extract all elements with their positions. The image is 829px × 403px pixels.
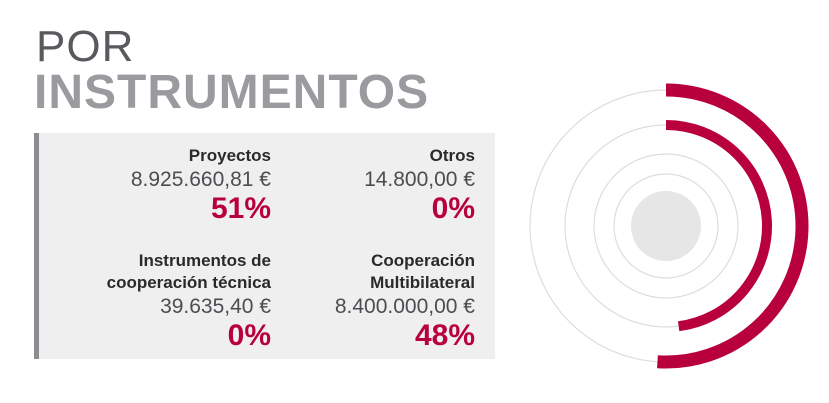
- legend-percent: 48%: [414, 319, 475, 352]
- heading-line-1: POR: [36, 22, 135, 71]
- legend-amount: 8.925.660,81 €: [130, 168, 271, 191]
- legend-amount: 14.800,00 €: [364, 168, 475, 191]
- legend-amount: 8.400.000,00 €: [334, 295, 475, 318]
- chart-center-dot: [631, 191, 701, 261]
- legend-label: Cooperación Multibilateral: [370, 251, 475, 292]
- heading-line-2: INSTRUMENTOS: [34, 66, 430, 119]
- legend-item-cooperacion-tecnica: Instrumentos de cooperación técnica 39.63…: [107, 250, 271, 353]
- legend-panel: Proyectos 8.925.660,81 € 51% Otros 14.80…: [34, 133, 495, 359]
- legend-label: Otros: [429, 146, 475, 165]
- legend-label: Proyectos: [188, 146, 271, 165]
- legend-item-otros: Otros 14.800,00 € 0%: [364, 145, 475, 226]
- legend-percent: 0%: [227, 319, 271, 352]
- legend-item-cooperacion-multibilateral: Cooperación Multibilateral 8.400.000,00 €…: [335, 250, 475, 353]
- ring-track: [613, 173, 719, 279]
- legend-percent: 51%: [210, 192, 271, 225]
- arc-cooperaci-n: [665, 120, 772, 332]
- legend-label: Instrumentos de cooperación técnica: [106, 251, 271, 292]
- legend-item-proyectos: Proyectos 8.925.660,81 € 51%: [131, 145, 271, 226]
- ring-track: [593, 153, 739, 299]
- arc-proyectos: [657, 83, 809, 369]
- legend-amount: 39.635,40 €: [160, 295, 271, 318]
- legend-percent: 0%: [431, 192, 475, 225]
